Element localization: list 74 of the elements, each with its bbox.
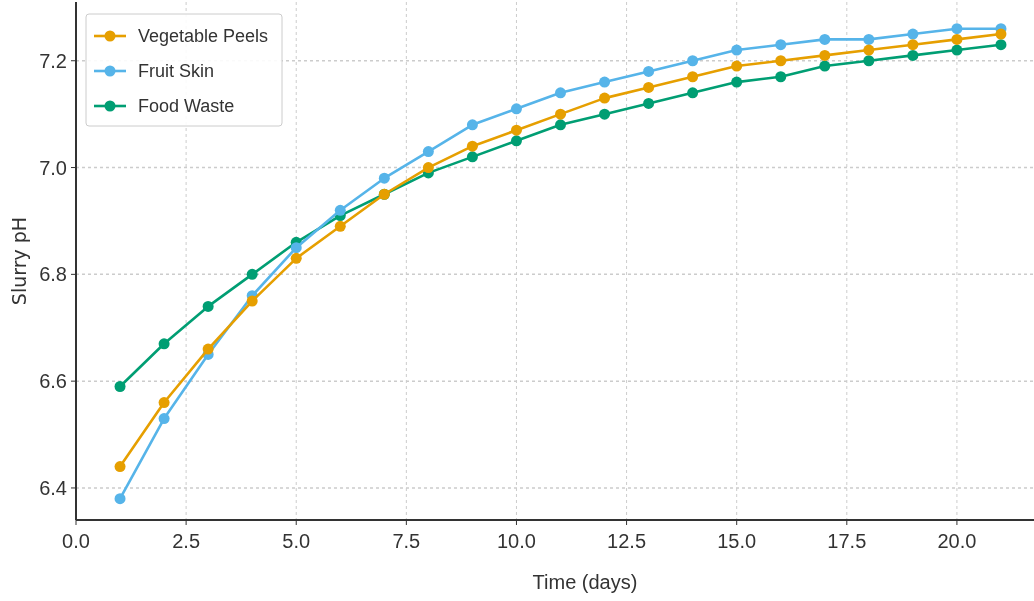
point (510, 124, 522, 136)
point (114, 461, 126, 473)
x-tick-label: 17.5 (827, 530, 867, 552)
point (334, 220, 346, 232)
point (863, 44, 875, 56)
point (643, 81, 655, 93)
point (246, 268, 258, 280)
point (775, 55, 787, 67)
x-tick-label: 12.5 (607, 530, 647, 552)
point (863, 55, 875, 67)
x-tick-label: 2.5 (172, 530, 201, 552)
x-tick-label: 20.0 (937, 530, 977, 552)
point (510, 135, 522, 147)
point (907, 49, 919, 61)
point (555, 87, 567, 99)
point (334, 204, 346, 216)
y-tick-label: 6.6 (39, 370, 67, 393)
legend-label: Food Waste (138, 96, 235, 117)
point (466, 119, 478, 131)
legend-label: Vegetable Peels (138, 26, 269, 47)
x-tick-label: 5.0 (282, 530, 311, 552)
point (863, 33, 875, 45)
point (114, 493, 126, 505)
point (995, 28, 1007, 40)
point (687, 55, 699, 67)
point (599, 76, 611, 88)
point (731, 60, 743, 72)
point (951, 23, 963, 35)
point (951, 44, 963, 56)
point (643, 65, 655, 77)
point (202, 343, 214, 355)
point (775, 71, 787, 83)
point (510, 103, 522, 115)
x-tick-label: 15.0 (717, 530, 757, 552)
point (555, 119, 567, 131)
point (466, 140, 478, 152)
point (907, 39, 919, 51)
y-tick-label: 7.2 (39, 49, 67, 72)
point (819, 49, 831, 61)
point (158, 338, 170, 350)
point (246, 295, 258, 307)
point (819, 33, 831, 45)
y-tick-label: 6.4 (39, 476, 67, 499)
point (599, 92, 611, 104)
y-tick-label: 7.0 (39, 156, 67, 179)
point (643, 97, 655, 109)
point (290, 252, 302, 264)
point (731, 76, 743, 88)
point (687, 87, 699, 99)
point (951, 33, 963, 45)
point (775, 39, 787, 51)
point (378, 172, 390, 184)
point (907, 28, 919, 40)
point (158, 413, 170, 425)
point (422, 146, 434, 158)
y-tick-label: 6.8 (39, 263, 67, 286)
point (158, 397, 170, 409)
x-tick-label: 0.0 (62, 530, 90, 552)
point (731, 44, 743, 56)
point (114, 381, 126, 392)
point (466, 151, 478, 163)
x-axis-title: Time (days) (532, 571, 638, 593)
point (202, 300, 214, 312)
point (995, 39, 1007, 51)
point (555, 108, 567, 120)
y-axis-title: Slurry pH (8, 216, 30, 306)
point (422, 162, 434, 174)
x-tick-label: 7.5 (392, 530, 421, 552)
legend-label: Fruit Skin (138, 61, 215, 82)
point (599, 108, 611, 120)
point (819, 60, 831, 72)
point (290, 242, 302, 254)
point (687, 71, 699, 83)
x-tick-label: 10.0 (496, 530, 536, 552)
